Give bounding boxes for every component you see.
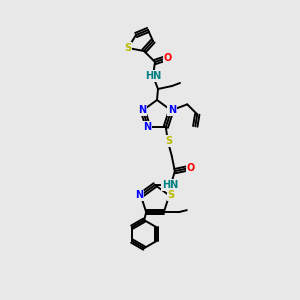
Text: N: N xyxy=(168,105,176,116)
Text: O: O xyxy=(187,163,195,173)
Text: HN: HN xyxy=(162,180,178,190)
Text: N: N xyxy=(138,105,146,116)
Text: S: S xyxy=(165,136,172,146)
Text: N: N xyxy=(143,122,151,132)
Text: S: S xyxy=(124,43,132,53)
Text: HN: HN xyxy=(145,71,161,81)
Text: S: S xyxy=(168,190,175,200)
Text: O: O xyxy=(164,53,172,63)
Text: N: N xyxy=(135,190,143,200)
